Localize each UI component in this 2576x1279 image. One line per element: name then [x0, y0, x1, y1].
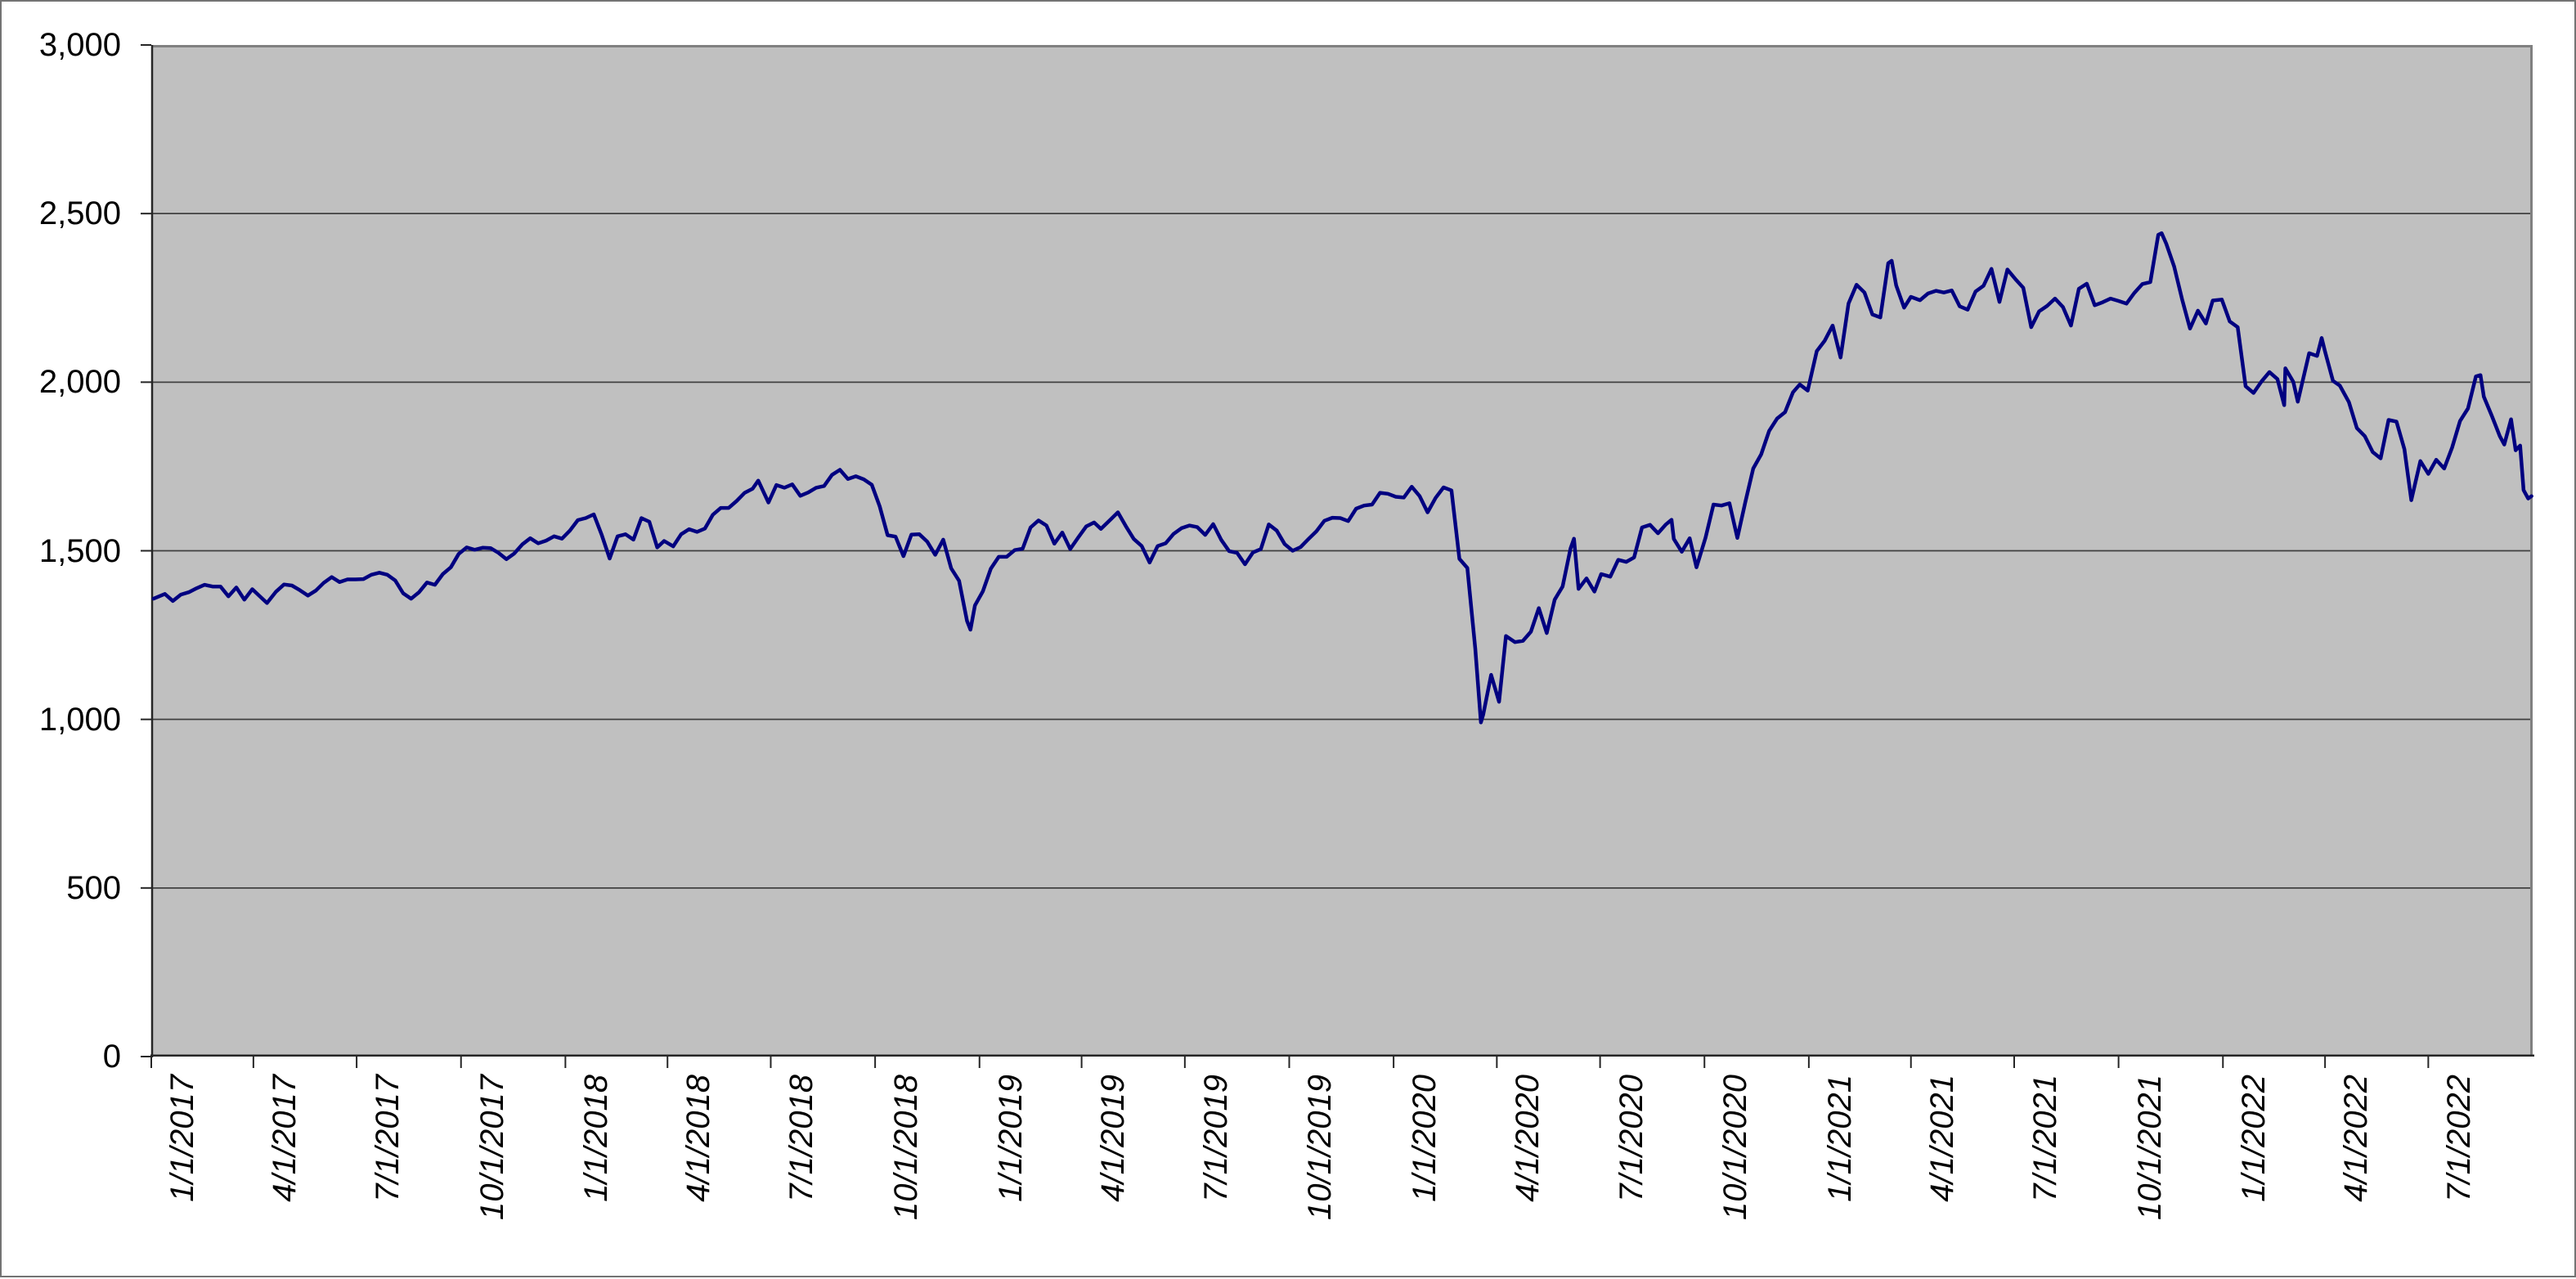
x-axis-label: 1/1/2018 — [578, 1075, 615, 1202]
y-axis-label: 2,500 — [38, 195, 121, 232]
x-axis-label: 1/1/2019 — [992, 1075, 1029, 1202]
x-axis-label: 4/1/2022 — [2338, 1075, 2375, 1202]
x-axis-label: 4/1/2018 — [680, 1075, 717, 1202]
y-axis-label: 2,000 — [38, 364, 121, 401]
x-axis-label: 7/1/2020 — [1613, 1075, 1649, 1202]
y-axis-label: 1,500 — [38, 532, 121, 569]
x-axis-label: 1/1/2021 — [1821, 1075, 1858, 1202]
x-axis-label: 7/1/2018 — [783, 1075, 820, 1202]
price-line-series — [151, 231, 2533, 725]
y-axis-label: 1,000 — [38, 701, 121, 738]
y-axis-label: 0 — [102, 1039, 121, 1075]
x-axis-label: 7/1/2022 — [2441, 1075, 2478, 1202]
x-axis-label: 7/1/2017 — [370, 1075, 406, 1202]
x-axis-label: 4/1/2017 — [266, 1075, 303, 1202]
x-axis-label: 7/1/2019 — [1197, 1075, 1234, 1202]
x-axis-label: 1/1/2017 — [164, 1075, 200, 1202]
x-axis-label: 4/1/2021 — [1923, 1075, 1960, 1202]
y-axis-label: 500 — [66, 869, 121, 906]
x-axis-label: 10/1/2017 — [473, 1075, 510, 1220]
x-axis-label: 10/1/2020 — [1717, 1075, 1754, 1220]
x-axis-label: 7/1/2021 — [2026, 1075, 2063, 1202]
x-axis-label: 10/1/2019 — [1302, 1075, 1339, 1220]
y-axis-label: 3,000 — [38, 27, 121, 63]
x-axis-label: 1/1/2020 — [1407, 1075, 1443, 1202]
x-axis-label: 4/1/2020 — [1510, 1075, 1546, 1202]
x-axis-label: 4/1/2019 — [1094, 1075, 1131, 1202]
x-axis-label: 1/1/2022 — [2236, 1075, 2273, 1202]
x-axis-label: 10/1/2021 — [2131, 1075, 2168, 1220]
x-axis-label: 10/1/2018 — [888, 1075, 925, 1220]
